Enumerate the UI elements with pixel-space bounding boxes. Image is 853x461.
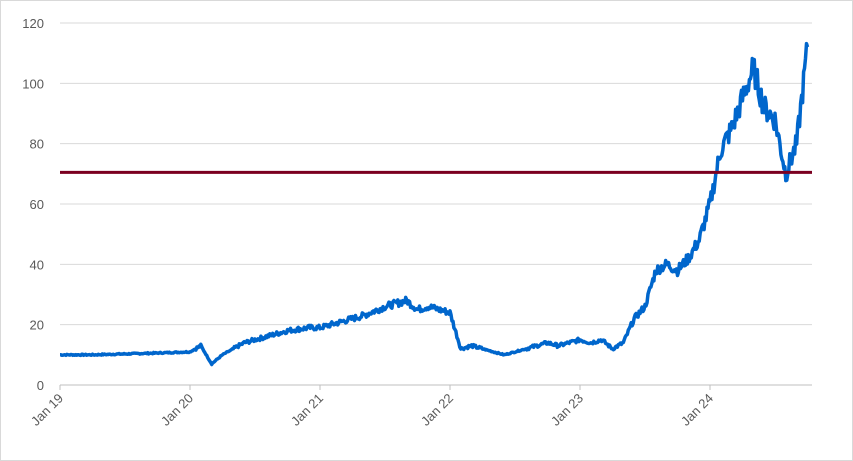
x-tick-label: Jan 19 [28, 391, 66, 429]
y-axis-ticks: 0 20 40 60 80 100 120 [22, 16, 44, 393]
y-tick-label: 20 [30, 318, 44, 333]
y-tick-label: 0 [37, 378, 44, 393]
y-tick-label: 80 [30, 137, 44, 152]
gridlines [60, 22, 812, 326]
series-line [59, 41, 810, 367]
y-tick-label: 100 [22, 76, 44, 91]
y-tick-label: 40 [30, 257, 44, 272]
series-layer [59, 41, 810, 367]
x-tick-label: Jan 23 [548, 391, 586, 429]
x-tick-label: Jan 20 [158, 391, 196, 429]
y-tick-label: 60 [30, 197, 44, 212]
x-tick-label: Jan 22 [418, 391, 456, 429]
x-tick-label: Jan 24 [678, 391, 716, 429]
x-axis-ticks: Jan 19 Jan 20 Jan 21 Jan 22 Jan 23 Jan 24 [28, 385, 716, 429]
y-tick-label: 120 [22, 16, 44, 31]
x-tick-label: Jan 21 [288, 391, 326, 429]
